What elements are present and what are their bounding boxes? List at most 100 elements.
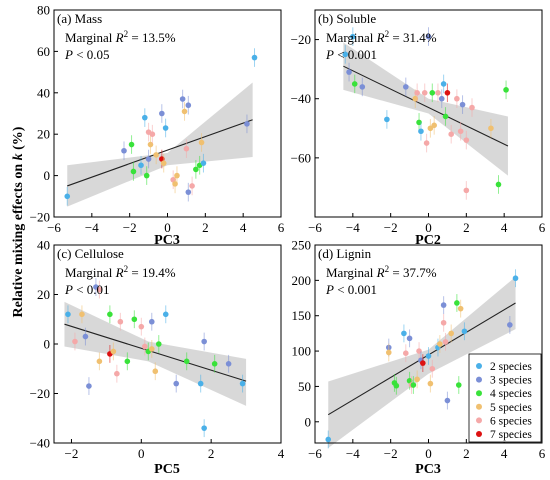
data-point [325,436,332,443]
panel-a-title: (a) Mass [57,11,102,26]
x-tick-label: 4 [501,446,508,461]
data-point [342,51,349,58]
x-tick-label: −2 [123,220,137,235]
data-point [463,137,470,143]
data-point [185,102,192,109]
data-point [225,361,232,367]
confidence-band [343,42,508,176]
legend-marker [476,363,482,369]
panel-c-plot [64,278,247,438]
data-point [138,162,144,169]
x-tick-label: 0 [425,220,432,235]
panel-d-plot [325,269,519,449]
data-point [244,121,250,127]
regression-line [64,323,247,382]
y-tick-label: 20 [37,287,50,302]
y-tick-label: −40 [291,91,311,106]
x-tick-label: −4 [346,220,360,235]
data-point [162,311,169,318]
panel-c-p: P < 0.01 [64,282,110,297]
y-tick-label: 200 [292,273,312,288]
data-point [427,125,434,132]
confidence-band [67,82,253,207]
legend-marker [476,431,482,437]
panel-d-p: P < 0.001 [325,282,377,297]
y-tick-label: 50 [298,379,311,394]
data-point [160,160,167,166]
y-tick-label: −40 [30,436,50,451]
data-point [440,302,447,308]
data-point [437,341,443,347]
data-point [65,311,71,318]
legend-marker [476,390,482,397]
panel-c-title: (c) Cellulose [57,246,124,261]
panel-b-title: (b) Soluble [318,11,376,26]
y-tick-label: −20 [291,32,311,47]
data-point [457,305,464,312]
data-point [418,128,424,135]
panel-d: (d) Lignin Marginal R2 = 37.7% P < 0.001… [292,238,546,478]
y-tick-label: 0 [44,168,51,183]
data-point [114,370,120,377]
data-point [495,181,502,188]
panel-d-r2: Marginal R2 = 37.7% [326,264,437,280]
data-point [459,101,466,108]
x-tick-label: 2 [463,446,470,461]
data-point [440,319,447,326]
data-point [193,166,199,173]
data-point [414,90,420,96]
legend-marker [476,417,482,424]
data-point [110,348,117,355]
legend-frame [468,353,542,443]
x-tick-label: −6 [47,220,61,235]
data-point [425,33,432,40]
data-point [153,152,159,158]
data-point [201,425,207,431]
panel-b-plot [342,27,509,200]
data-point [128,141,135,148]
panel-a-p: P < 0.05 [64,47,110,62]
data-point [410,382,417,388]
y-tick-label: 0 [305,414,312,429]
legend-label: 6 species [490,415,532,427]
data-point [435,90,441,96]
data-point [403,84,409,90]
x-tick-label: 2 [208,446,215,461]
data-point [440,81,447,87]
data-point [442,339,449,345]
data-point [431,122,437,129]
data-point [512,275,519,282]
data-point [503,87,509,93]
y-tick-label: 80 [37,3,50,18]
y-tick-label: 20 [37,127,50,142]
data-point [79,311,85,318]
y-axis-title-k: k [11,153,26,160]
x-tick-label: 4 [240,220,247,235]
x-tick-label: −4 [85,220,99,235]
regression-line [343,65,509,147]
data-point [429,365,436,372]
panel-a-xlabel: PC3 [154,233,180,248]
panel-b-r2: Marginal R2 = 31.4% [326,29,437,45]
data-point [197,380,204,387]
data-point [183,358,190,365]
panel-a-plot [64,48,258,207]
data-point [359,84,366,90]
panel-b-p: P < 0.001 [325,47,377,62]
data-point [438,95,445,102]
data-point [423,140,430,146]
data-point [346,69,352,75]
x-tick-label: 0 [138,446,145,461]
x-tick-label: 6 [539,220,546,235]
data-point [189,183,195,189]
panel-c: (c) Cellulose Marginal R2 = 19.4% P < 0.… [30,238,285,478]
data-point [239,380,246,387]
data-point [155,341,162,347]
data-point [82,333,89,340]
data-point [145,156,152,162]
y-tick-label: −20 [30,210,50,225]
regression-line [67,119,253,187]
